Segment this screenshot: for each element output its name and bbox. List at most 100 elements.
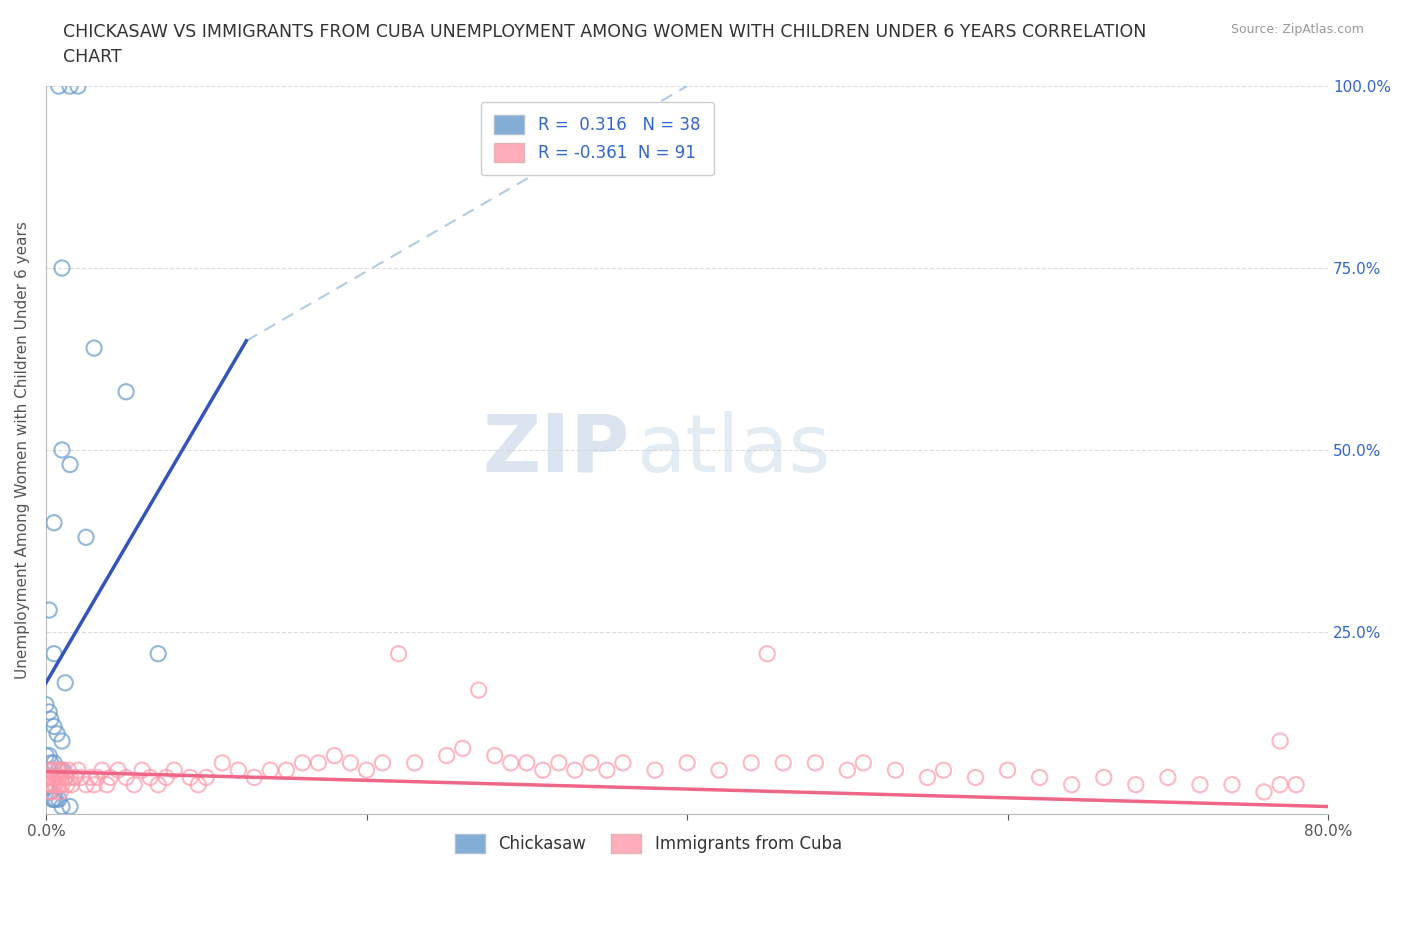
Point bbox=[38, 770, 60, 785]
Point bbox=[339, 755, 361, 770]
Point bbox=[932, 763, 955, 777]
Point bbox=[59, 799, 82, 814]
Point bbox=[49, 785, 72, 800]
Point bbox=[1092, 770, 1115, 785]
Point bbox=[37, 777, 59, 792]
Point bbox=[59, 457, 82, 472]
Text: ZIP: ZIP bbox=[482, 411, 630, 489]
Point bbox=[48, 791, 70, 806]
Point bbox=[187, 777, 209, 792]
Point bbox=[45, 791, 67, 806]
Point bbox=[48, 79, 70, 94]
Point bbox=[38, 785, 60, 800]
Point bbox=[46, 770, 69, 785]
Point bbox=[51, 443, 73, 458]
Point bbox=[965, 770, 987, 785]
Point bbox=[75, 777, 97, 792]
Point bbox=[53, 770, 76, 785]
Point bbox=[96, 777, 118, 792]
Point bbox=[46, 726, 69, 741]
Point bbox=[484, 748, 506, 763]
Point bbox=[1220, 777, 1243, 792]
Point bbox=[42, 719, 65, 734]
Point bbox=[531, 763, 554, 777]
Point bbox=[163, 763, 186, 777]
Point bbox=[35, 748, 58, 763]
Point bbox=[371, 755, 394, 770]
Point bbox=[1157, 770, 1180, 785]
Point bbox=[579, 755, 602, 770]
Point bbox=[852, 755, 875, 770]
Point bbox=[307, 755, 329, 770]
Point bbox=[1188, 777, 1211, 792]
Point bbox=[83, 777, 105, 792]
Point bbox=[42, 515, 65, 530]
Point bbox=[49, 763, 72, 777]
Point bbox=[516, 755, 538, 770]
Point bbox=[38, 748, 60, 763]
Point bbox=[291, 755, 314, 770]
Point bbox=[997, 763, 1019, 777]
Point bbox=[35, 698, 58, 712]
Point bbox=[39, 755, 62, 770]
Point bbox=[42, 777, 65, 792]
Point bbox=[1028, 770, 1050, 785]
Point bbox=[917, 770, 939, 785]
Point bbox=[51, 763, 73, 777]
Point bbox=[139, 770, 162, 785]
Point bbox=[467, 683, 489, 698]
Point bbox=[37, 777, 59, 792]
Point bbox=[107, 763, 129, 777]
Point bbox=[740, 755, 762, 770]
Point bbox=[226, 763, 249, 777]
Point bbox=[39, 711, 62, 726]
Point bbox=[42, 755, 65, 770]
Point bbox=[39, 777, 62, 792]
Point bbox=[115, 384, 138, 399]
Point bbox=[387, 646, 409, 661]
Point bbox=[83, 340, 105, 355]
Point bbox=[42, 763, 65, 777]
Text: CHART: CHART bbox=[63, 48, 122, 66]
Point bbox=[48, 770, 70, 785]
Point bbox=[131, 763, 153, 777]
Point bbox=[52, 763, 75, 777]
Point bbox=[42, 646, 65, 661]
Text: atlas: atlas bbox=[636, 411, 830, 489]
Text: CHICKASAW VS IMMIGRANTS FROM CUBA UNEMPLOYMENT AMONG WOMEN WITH CHILDREN UNDER 6: CHICKASAW VS IMMIGRANTS FROM CUBA UNEMPL… bbox=[63, 23, 1147, 41]
Point bbox=[612, 755, 634, 770]
Text: Source: ZipAtlas.com: Source: ZipAtlas.com bbox=[1230, 23, 1364, 36]
Point bbox=[98, 770, 121, 785]
Point bbox=[179, 770, 201, 785]
Point bbox=[86, 770, 108, 785]
Point bbox=[63, 770, 86, 785]
Legend: Chickasaw, Immigrants from Cuba: Chickasaw, Immigrants from Cuba bbox=[449, 828, 849, 860]
Point bbox=[41, 770, 63, 785]
Point bbox=[60, 777, 83, 792]
Point bbox=[75, 530, 97, 545]
Point bbox=[499, 755, 522, 770]
Point bbox=[38, 705, 60, 720]
Point bbox=[51, 770, 73, 785]
Point bbox=[211, 755, 233, 770]
Point bbox=[45, 777, 67, 792]
Point bbox=[122, 777, 145, 792]
Point bbox=[41, 785, 63, 800]
Point bbox=[756, 646, 779, 661]
Point bbox=[66, 763, 89, 777]
Point bbox=[56, 777, 79, 792]
Point bbox=[1285, 777, 1308, 792]
Point bbox=[644, 763, 666, 777]
Point bbox=[676, 755, 699, 770]
Point bbox=[41, 791, 63, 806]
Point bbox=[66, 79, 89, 94]
Point bbox=[884, 763, 907, 777]
Point bbox=[1253, 785, 1275, 800]
Point bbox=[436, 748, 458, 763]
Point bbox=[707, 763, 730, 777]
Point bbox=[155, 770, 177, 785]
Point bbox=[1268, 734, 1291, 749]
Point bbox=[837, 763, 859, 777]
Point bbox=[91, 763, 114, 777]
Point bbox=[1268, 777, 1291, 792]
